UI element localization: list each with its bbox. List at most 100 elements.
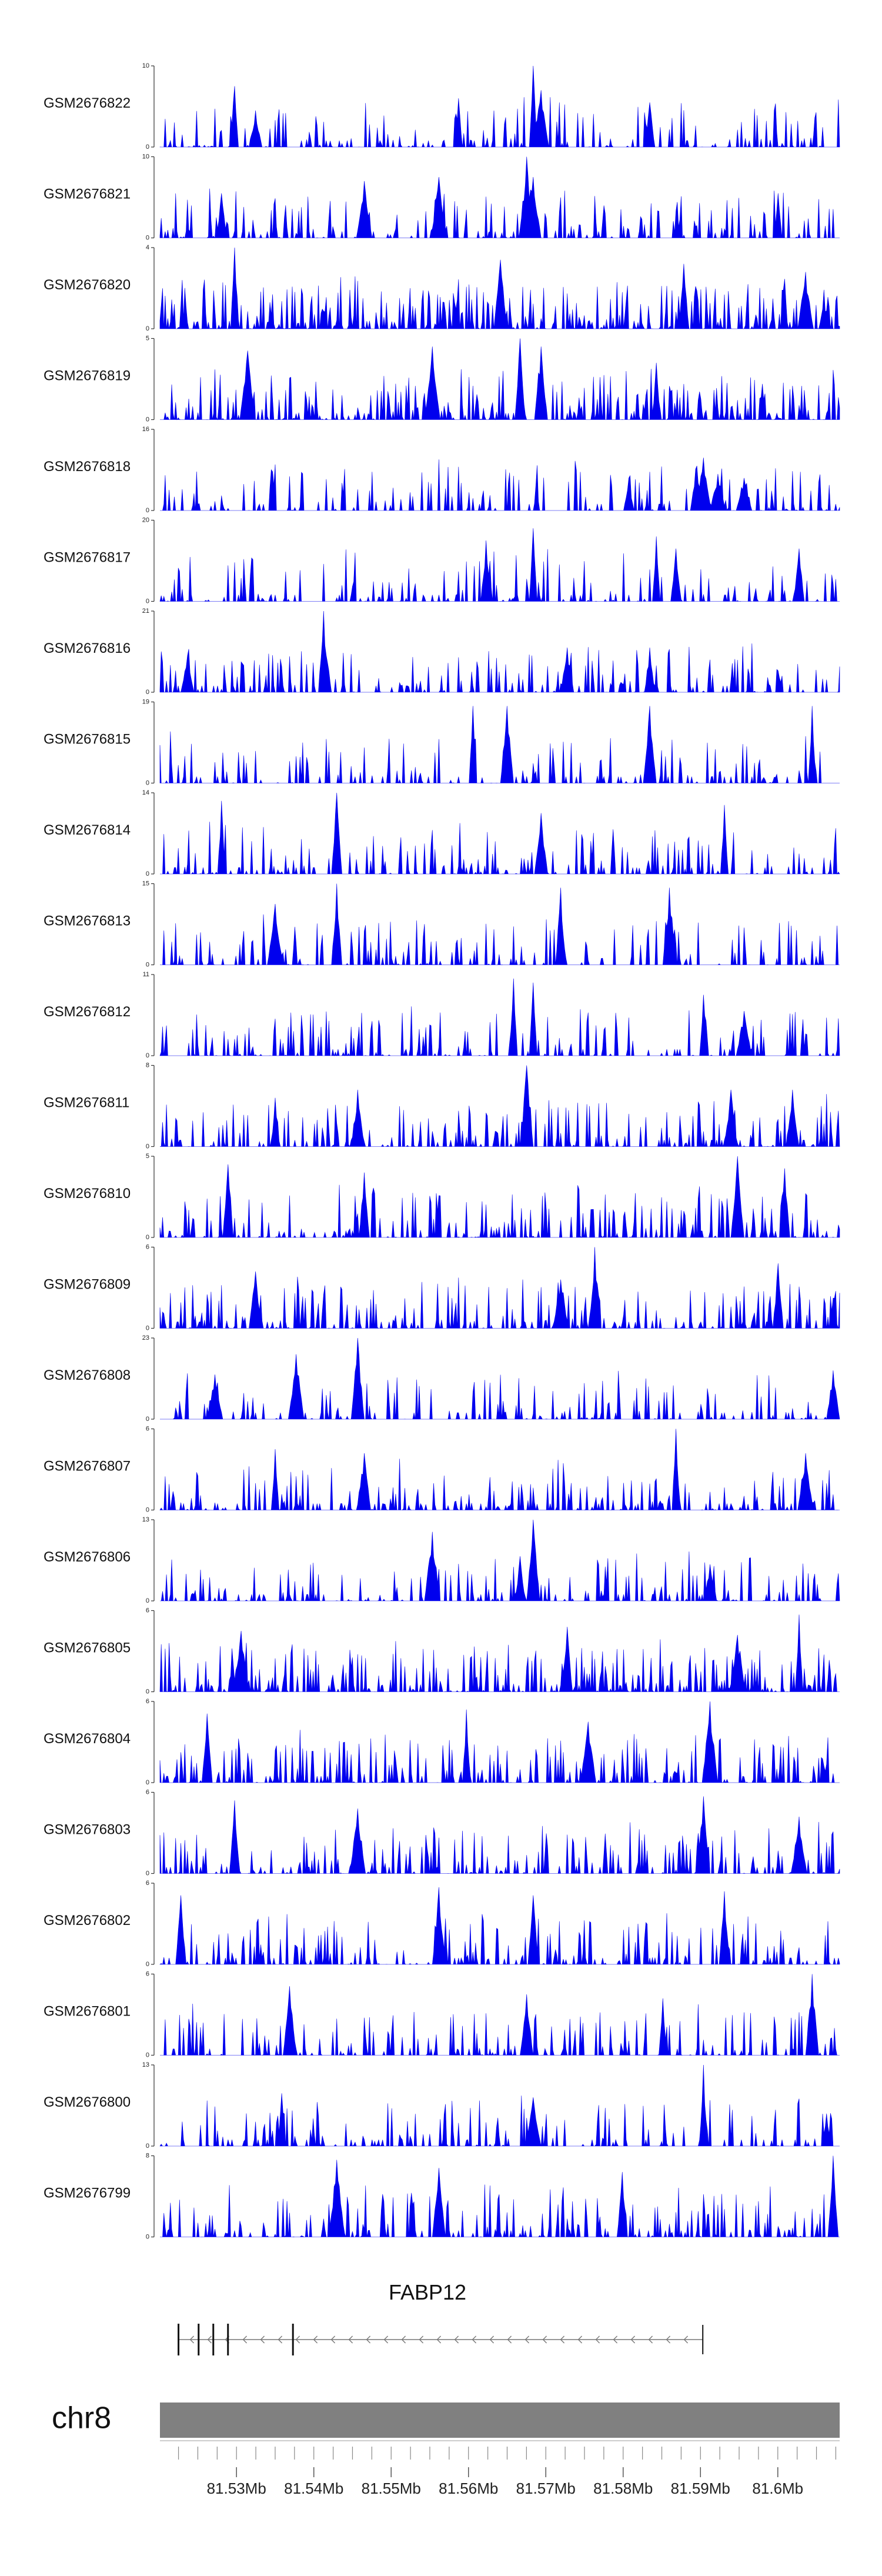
y-min-label: 0 — [146, 1870, 149, 1877]
signal-area — [159, 1429, 840, 1511]
signal-area — [160, 458, 840, 511]
tick-label: 81.59Mb — [671, 2480, 730, 2497]
tick-label: 81.55Mb — [362, 2480, 421, 2497]
track-GSM2676810: GSM2676810 5 0 — [44, 1153, 840, 1241]
track-label: GSM2676810 — [44, 1186, 131, 1202]
tick-label: 81.54Mb — [284, 2480, 343, 2497]
tick-label: 81.58Mb — [593, 2480, 653, 2497]
y-min-label: 0 — [146, 962, 149, 969]
track-GSM2676812: GSM2676812 11 0 — [44, 971, 840, 1059]
tick-label: 81.6Mb — [752, 2480, 803, 2497]
chromosome-label: chr8 — [52, 2401, 111, 2435]
track-label: GSM2676820 — [44, 277, 131, 293]
y-max-label: 23 — [142, 1334, 149, 1342]
y-max-label: 13 — [142, 1516, 149, 1523]
signal-area — [159, 65, 840, 148]
strand-chevron — [401, 2335, 406, 2344]
signal-area — [160, 1519, 840, 1602]
gene-track: FABP12 — [178, 2280, 704, 2355]
y-min-label: 0 — [146, 1779, 149, 1786]
y-min-label: 0 — [146, 870, 149, 877]
signal-area — [159, 1247, 840, 1329]
signal-area — [160, 1974, 840, 2056]
track-GSM2676805: GSM2676805 6 0 — [44, 1607, 840, 1696]
strand-chevron — [383, 2335, 389, 2344]
y-max-label: 19 — [142, 699, 149, 706]
track-label: GSM2676816 — [44, 640, 131, 656]
track-label: GSM2676817 — [44, 550, 131, 566]
y-min-label: 0 — [146, 507, 149, 514]
y-min-label: 0 — [146, 1052, 149, 1059]
signal-area — [159, 1796, 840, 1874]
tick-label: 81.57Mb — [516, 2480, 576, 2497]
track-label: GSM2676801 — [44, 2004, 131, 2020]
y-max-label: 14 — [142, 789, 149, 796]
signal-area — [159, 1156, 840, 1239]
y-max-label: 6 — [146, 1244, 149, 1251]
track-GSM2676817: GSM2676817 20 0 — [44, 517, 840, 605]
strand-chevron — [207, 2335, 212, 2344]
y-max-label: 10 — [142, 62, 149, 69]
strand-chevron — [260, 2335, 265, 2344]
y-max-label: 4 — [146, 244, 149, 251]
track-GSM2676806: GSM2676806 13 0 — [44, 1516, 840, 1604]
signal-area — [160, 1337, 840, 1420]
y-min-label: 0 — [146, 598, 149, 605]
track-GSM2676803: GSM2676803 6 0 — [44, 1789, 840, 1877]
signal-area — [159, 978, 840, 1057]
track-GSM2676815: GSM2676815 19 0 — [44, 699, 840, 787]
strand-chevron — [666, 2335, 671, 2344]
y-max-label: 6 — [146, 1698, 149, 1705]
track-GSM2676811: GSM2676811 8 0 — [44, 1062, 840, 1150]
track-label: GSM2676819 — [44, 368, 131, 384]
strand-chevron — [560, 2335, 565, 2344]
track-label: GSM2676805 — [44, 1640, 131, 1656]
y-max-label: 11 — [143, 971, 149, 978]
track-GSM2676818: GSM2676818 16 0 — [44, 426, 840, 514]
y-min-label: 0 — [146, 2052, 149, 2059]
strand-chevron — [366, 2335, 371, 2344]
strand-chevron — [683, 2335, 689, 2344]
signal-area — [159, 2064, 840, 2147]
signal-area — [159, 1701, 840, 1784]
signal-area — [159, 247, 840, 330]
y-max-label: 20 — [142, 517, 149, 524]
y-min-label: 0 — [146, 2234, 149, 2241]
track-label: GSM2676803 — [44, 1822, 131, 1838]
strand-chevron — [613, 2335, 618, 2344]
strand-chevron — [489, 2335, 495, 2344]
signal-area — [159, 1614, 840, 1693]
y-min-label: 0 — [146, 1234, 149, 1241]
signal-area — [160, 2155, 840, 2238]
y-max-label: 10 — [142, 154, 149, 161]
strand-chevron — [242, 2335, 248, 2344]
track-label: GSM2676802 — [44, 1913, 131, 1928]
signal-area — [159, 1065, 840, 1147]
signal-area — [159, 528, 840, 602]
y-max-label: 5 — [146, 1153, 149, 1160]
track-GSM2676813: GSM2676813 15 0 — [44, 880, 840, 969]
strand-chevron — [542, 2335, 547, 2344]
track-GSM2676808: GSM2676808 23 0 — [44, 1334, 840, 1423]
strand-chevron — [278, 2335, 283, 2344]
strand-chevron — [577, 2335, 583, 2344]
y-min-label: 0 — [146, 1416, 149, 1423]
strand-chevron — [348, 2335, 353, 2344]
track-GSM2676822: GSM2676822 10 0 — [44, 62, 840, 151]
strand-chevron — [295, 2335, 300, 2344]
track-label: GSM2676799 — [44, 2185, 131, 2201]
strand-chevron — [630, 2335, 636, 2344]
y-min-label: 0 — [146, 1597, 149, 1604]
track-label: GSM2676815 — [44, 732, 131, 748]
signal-area — [159, 610, 840, 693]
track-label: GSM2676806 — [44, 1549, 131, 1565]
track-GSM2676809: GSM2676809 6 0 — [44, 1244, 840, 1332]
strand-chevron — [595, 2335, 600, 2344]
track-GSM2676801: GSM2676801 6 0 — [44, 1971, 840, 2059]
y-min-label: 0 — [146, 1507, 149, 1514]
track-GSM2676800: GSM2676800 13 0 — [44, 2061, 840, 2150]
track-GSM2676802: GSM2676802 6 0 — [44, 1880, 840, 1968]
genomic-axis: 81.53Mb 81.54Mb 81.55Mb 81.56Mb 81.57Mb 81.58… — [160, 2440, 840, 2497]
track-label: GSM2676813 — [44, 913, 131, 929]
signal-tracks: GSM2676822100GSM2676821100GSM267682040GS… — [44, 62, 840, 2241]
